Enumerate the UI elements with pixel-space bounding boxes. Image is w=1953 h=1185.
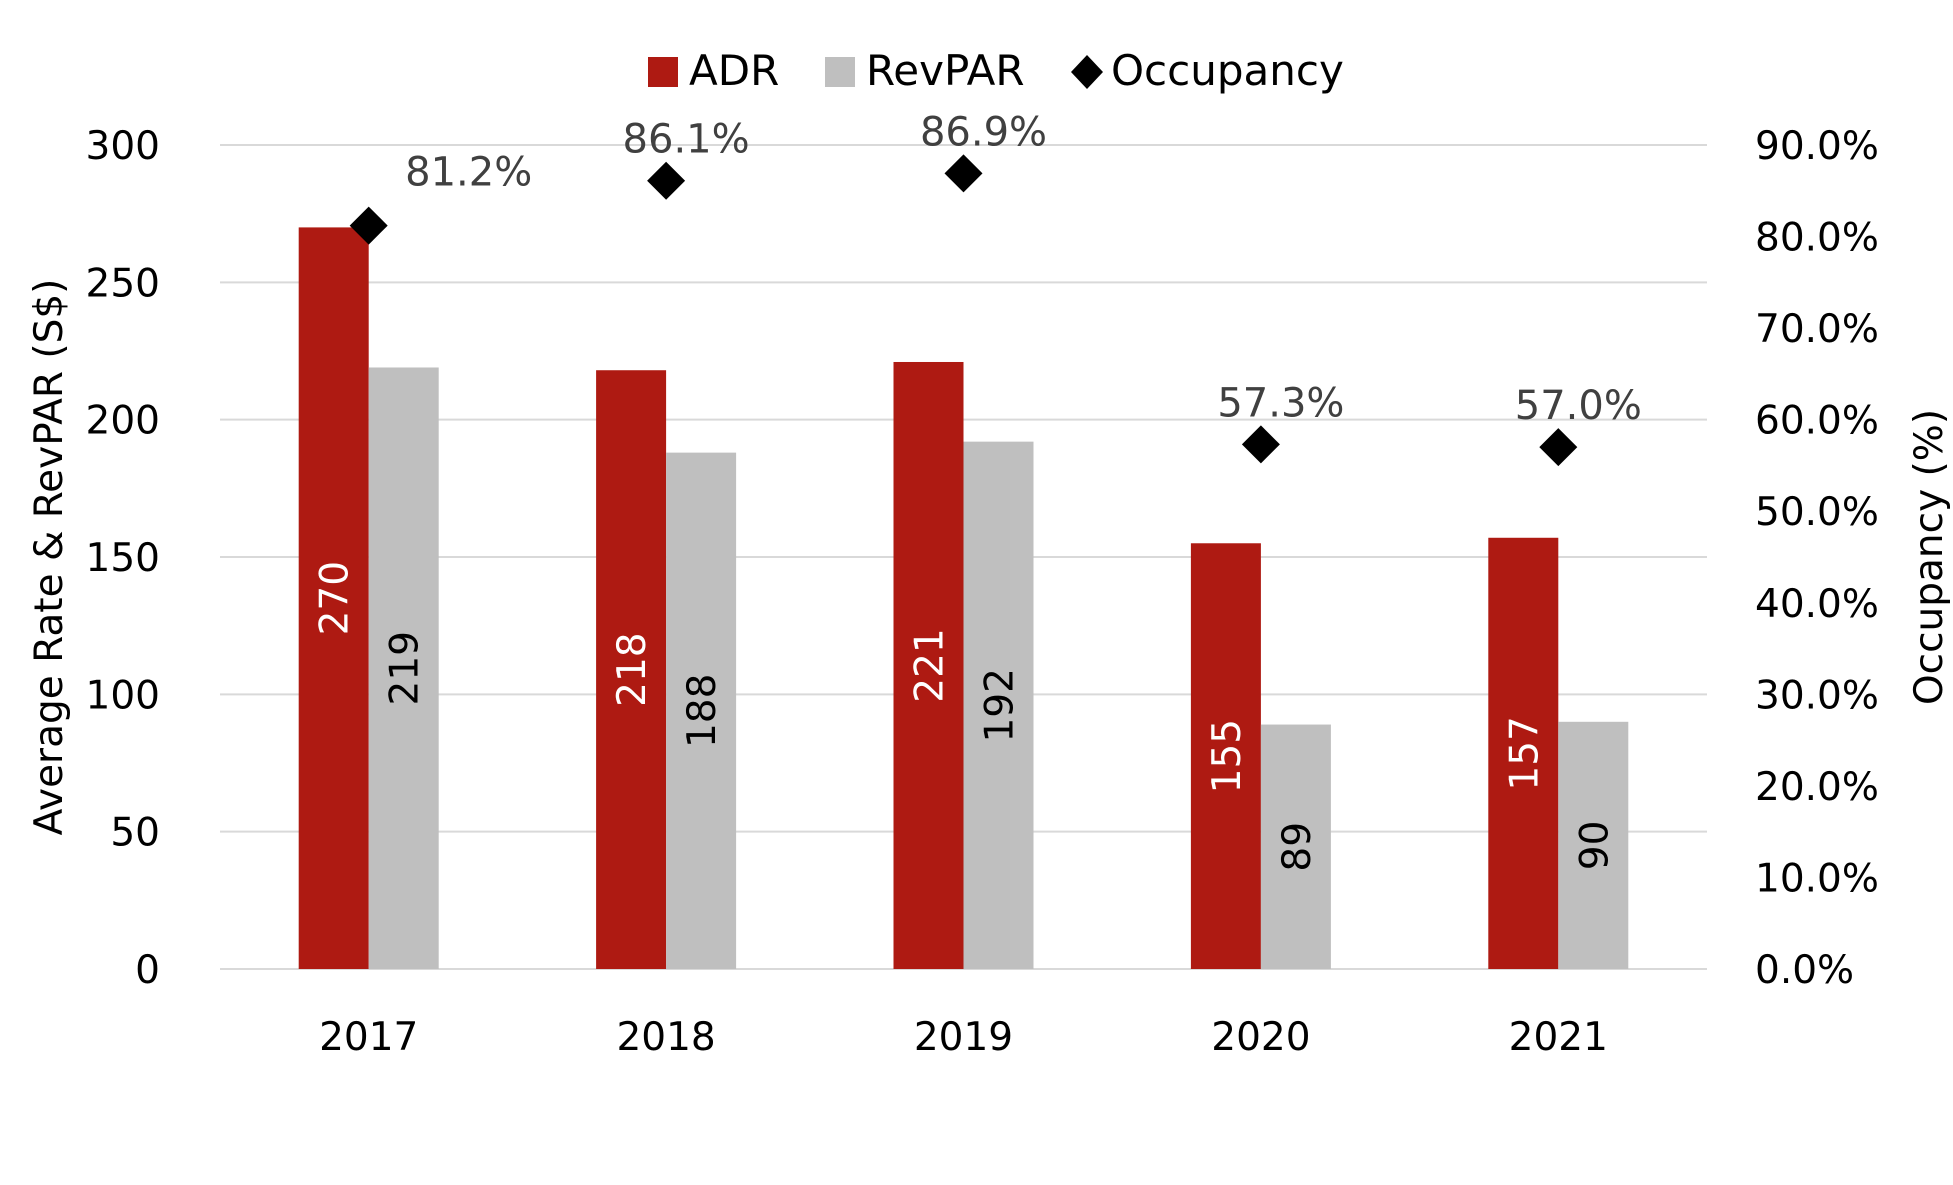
right-tick-label: 50.0%	[1755, 490, 1879, 535]
revpar-bar	[368, 367, 439, 970]
left-tick-label: 100	[86, 673, 160, 718]
right-tick-label: 40.0%	[1755, 582, 1879, 627]
occupancy-markers: 81.2% 86.1% 86.9% 57.3% 57.0%	[349, 109, 1642, 467]
legend-label-occupancy: Occupancy	[1111, 46, 1344, 95]
right-tick-label: 30.0%	[1755, 673, 1879, 718]
occupancy-data-label: 57.0%	[1515, 383, 1642, 429]
right-tick-label: 80.0%	[1755, 216, 1879, 261]
legend-label-adr: ADR	[689, 46, 779, 95]
revpar-data-label: 89	[1275, 822, 1320, 872]
x-tick-label: 2021	[1509, 1015, 1608, 1060]
right-tick-label: 0.0%	[1755, 948, 1854, 993]
adr-bar	[893, 361, 964, 969]
occupancy-marker	[1539, 428, 1578, 467]
x-axis-ticks: 2017 2018 2019 2020 2021	[319, 1015, 1608, 1060]
x-tick-label: 2017	[319, 1015, 418, 1060]
bars: 270 219 218 188 221 192 155 89 157 90	[298, 227, 1629, 970]
left-tick-label: 200	[86, 399, 160, 444]
occupancy-marker	[1241, 425, 1280, 464]
adr-bar	[1190, 543, 1261, 969]
x-tick-label: 2019	[914, 1015, 1013, 1060]
occupancy-marker	[349, 206, 388, 245]
left-axis-title: Average Rate & RevPAR (S$)	[27, 279, 72, 836]
adr-bar	[596, 370, 667, 969]
left-tick-label: 150	[86, 536, 160, 581]
occupancy-marker	[647, 161, 686, 200]
left-axis-ticks: 0 50 100 150 200 250 300	[86, 124, 160, 993]
adr-data-label: 155	[1205, 719, 1250, 793]
adr-data-label: 157	[1502, 716, 1547, 790]
right-tick-label: 60.0%	[1755, 399, 1879, 444]
right-axis-ticks: 0.0% 10.0% 20.0% 30.0% 40.0% 50.0% 60.0% 70.0% 8…	[1755, 124, 1879, 993]
legend-diamond-icon	[1071, 55, 1103, 89]
left-tick-label: 300	[86, 124, 160, 169]
adr-data-label: 218	[610, 632, 655, 706]
right-tick-label: 20.0%	[1755, 765, 1879, 810]
legend-swatch-revpar	[825, 57, 855, 87]
right-axis-title: Occupancy (%)	[1907, 409, 1952, 705]
adr-data-label: 221	[908, 628, 953, 702]
left-tick-label: 250	[86, 261, 160, 306]
occupancy-data-label: 86.1%	[623, 117, 750, 163]
occupancy-data-label: 57.3%	[1217, 380, 1344, 426]
occupancy-data-label: 81.2%	[405, 150, 532, 196]
revpar-bar	[1558, 721, 1629, 969]
adr-bar	[298, 227, 369, 969]
adr-bar	[1488, 537, 1559, 969]
right-tick-label: 10.0%	[1755, 856, 1879, 901]
right-tick-label: 90.0%	[1755, 124, 1879, 169]
revpar-data-label: 188	[680, 674, 725, 748]
legend: ADR RevPAR Occupancy	[648, 46, 1344, 95]
x-tick-label: 2020	[1211, 1015, 1310, 1060]
x-tick-label: 2018	[616, 1015, 715, 1060]
revpar-data-label: 90	[1572, 821, 1617, 871]
legend-swatch-adr	[648, 57, 678, 87]
left-tick-label: 0	[135, 948, 160, 993]
revpar-bar	[1260, 724, 1331, 969]
revpar-data-label: 192	[978, 668, 1023, 742]
occupancy-data-label: 86.9%	[920, 109, 1047, 155]
adr-data-label: 270	[313, 561, 358, 635]
right-tick-label: 70.0%	[1755, 307, 1879, 352]
occupancy-marker	[944, 154, 983, 193]
revpar-bar	[666, 452, 737, 969]
revpar-data-label: 219	[383, 631, 428, 705]
legend-label-revpar: RevPAR	[866, 46, 1025, 95]
left-tick-label: 50	[110, 811, 160, 856]
revpar-bar	[963, 441, 1034, 969]
